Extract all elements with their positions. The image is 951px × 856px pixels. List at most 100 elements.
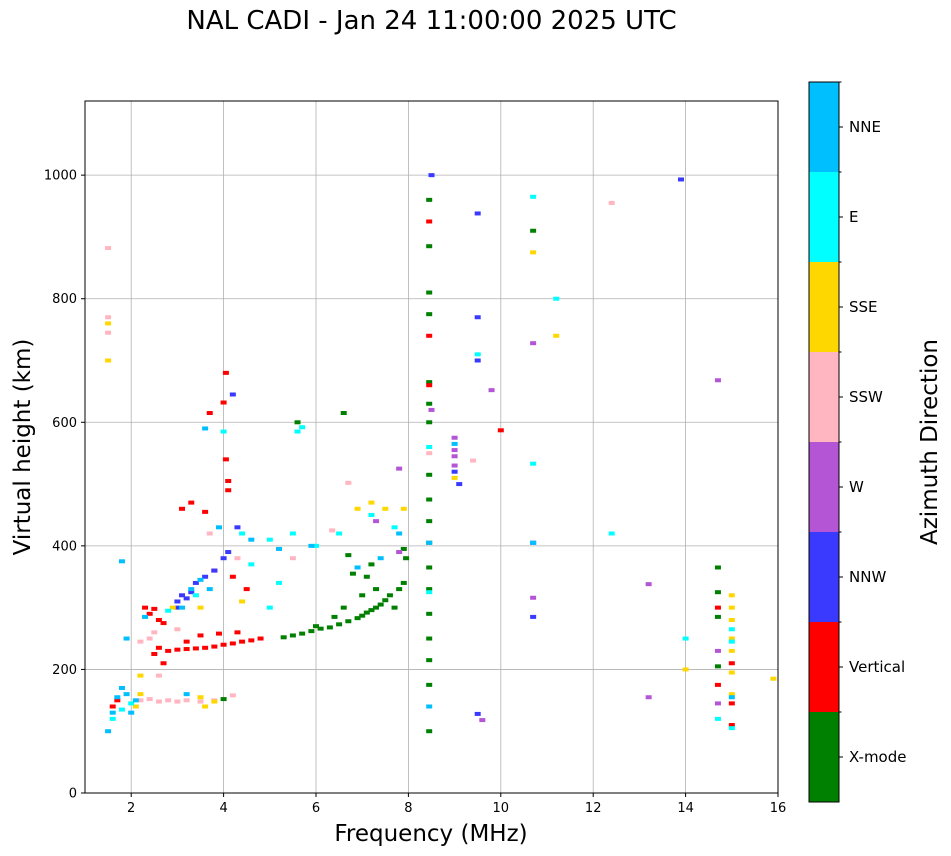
- data-point: [530, 194, 537, 199]
- data-point: [222, 370, 229, 375]
- data-point: [728, 670, 735, 675]
- data-point: [426, 451, 433, 456]
- x-axis-label: Frequency (MHz): [334, 821, 527, 847]
- x-tick-label: 16: [770, 801, 787, 816]
- series-w: [373, 341, 721, 723]
- data-point: [728, 618, 735, 622]
- y-tick-label: 600: [52, 416, 77, 431]
- data-point: [497, 428, 504, 433]
- data-point: [373, 605, 380, 610]
- series-vertical: [109, 219, 735, 728]
- data-point: [377, 602, 384, 607]
- x-tick-label: 14: [677, 801, 694, 816]
- data-point: [202, 426, 209, 431]
- series-ssw: [105, 200, 615, 704]
- data-point: [474, 315, 481, 320]
- data-point: [728, 701, 735, 706]
- colorbar-label-ssw: SSW: [849, 388, 883, 406]
- data-point: [426, 611, 433, 616]
- data-point: [220, 556, 227, 561]
- data-point: [474, 211, 481, 216]
- data-point: [299, 425, 306, 430]
- data-point: [151, 630, 158, 635]
- data-point: [239, 599, 246, 604]
- x-tick-label: 12: [585, 801, 602, 816]
- data-point: [426, 704, 433, 709]
- data-point: [151, 606, 158, 611]
- data-point: [179, 506, 186, 511]
- data-point: [109, 710, 116, 715]
- data-point: [377, 556, 384, 561]
- x-tick-label: 2: [127, 801, 135, 816]
- data-point: [359, 593, 366, 598]
- data-point: [169, 605, 176, 610]
- data-point: [215, 525, 222, 530]
- data-point: [220, 697, 227, 702]
- data-point: [608, 531, 615, 536]
- data-point: [396, 531, 403, 536]
- colorbar: X-mode Vertical NNW W SSW SSE E NNE: [808, 81, 906, 803]
- data-point: [174, 627, 181, 632]
- data-point: [530, 461, 537, 466]
- data-point: [239, 639, 246, 644]
- data-point: [400, 580, 407, 585]
- data-point: [714, 378, 721, 383]
- data-point: [118, 685, 125, 690]
- data-point: [382, 598, 389, 603]
- data-point: [336, 622, 343, 627]
- data-point: [183, 647, 190, 652]
- data-point: [155, 645, 162, 650]
- data-point: [474, 711, 481, 716]
- data-point: [728, 636, 735, 641]
- data-point: [488, 388, 495, 393]
- data-point: [137, 692, 144, 697]
- data-point: [165, 648, 172, 653]
- data-point: [345, 480, 352, 485]
- colorbar-swatch-ssw: [809, 352, 839, 442]
- data-point: [188, 587, 195, 592]
- data-point: [118, 707, 125, 712]
- data-point: [225, 488, 232, 493]
- colorbar-label: Azimuth Direction: [917, 339, 943, 545]
- data-point: [197, 695, 204, 700]
- data-point: [239, 531, 246, 536]
- data-point: [294, 429, 301, 434]
- data-point: [220, 642, 227, 647]
- data-point: [426, 401, 433, 406]
- data-point: [188, 590, 195, 595]
- data-point: [530, 540, 537, 545]
- data-point: [728, 627, 735, 632]
- data-point: [426, 290, 433, 295]
- data-point: [109, 704, 116, 709]
- data-point: [451, 454, 458, 459]
- data-point: [299, 631, 306, 636]
- data-point: [363, 574, 370, 579]
- data-point: [391, 525, 398, 530]
- data-point: [132, 704, 139, 709]
- data-point: [479, 718, 486, 723]
- data-point: [368, 500, 375, 505]
- data-point: [714, 614, 721, 619]
- data-point: [426, 383, 433, 388]
- colorbar-label-vertical: Vertical: [849, 658, 905, 676]
- colorbar-swatch-w: [809, 442, 839, 532]
- data-point: [174, 647, 181, 652]
- data-point: [682, 636, 689, 641]
- data-point: [313, 543, 319, 548]
- data-point: [234, 630, 241, 635]
- data-point: [728, 648, 735, 653]
- data-point: [426, 420, 433, 425]
- data-point: [222, 457, 229, 462]
- data-point: [234, 525, 241, 530]
- data-point: [728, 695, 735, 700]
- data-point: [192, 646, 199, 651]
- data-point: [234, 556, 241, 561]
- data-point: [197, 605, 204, 610]
- data-point: [682, 667, 689, 672]
- colorbar-swatch-nne: [809, 82, 839, 172]
- data-point: [109, 716, 116, 721]
- data-point: [215, 631, 222, 636]
- data-point: [373, 587, 380, 592]
- x-tick-label: 8: [404, 801, 412, 816]
